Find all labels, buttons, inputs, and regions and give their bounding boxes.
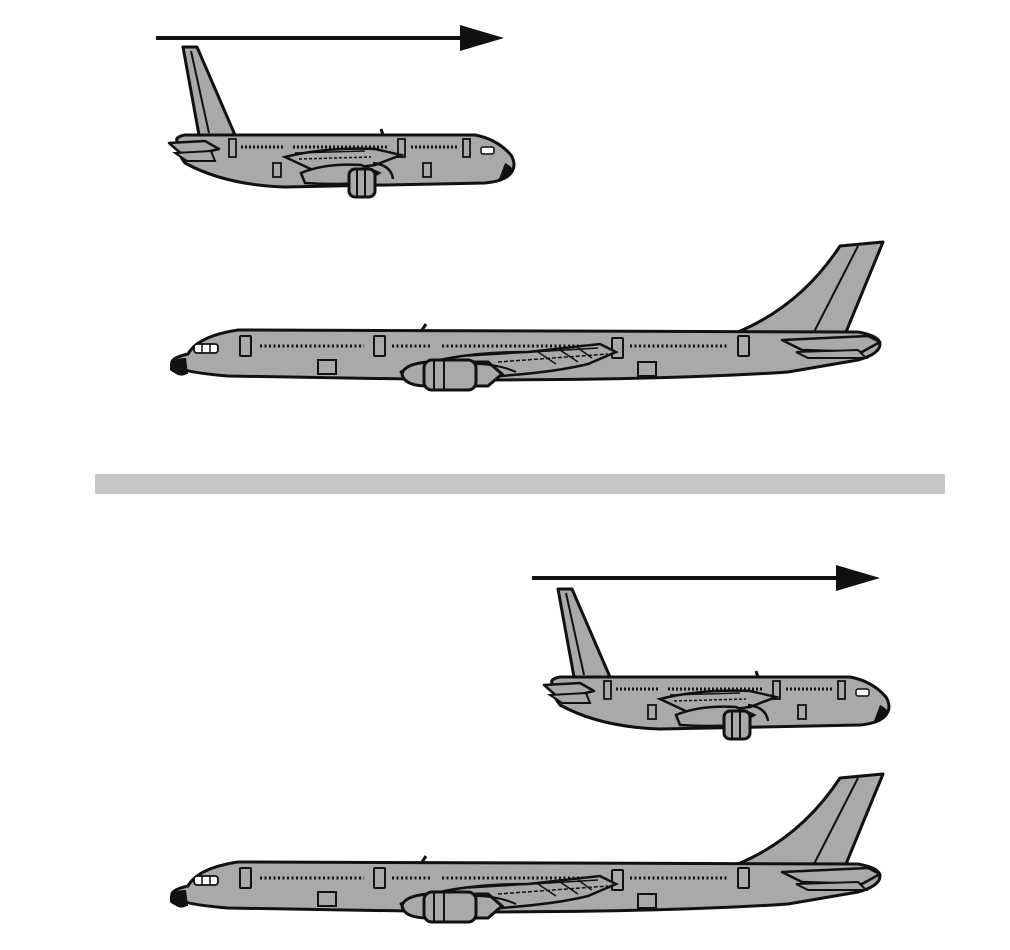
panel-divider (95, 474, 945, 494)
airplane-facing-right-icon (542, 587, 891, 741)
airplane-facing-right-icon (167, 45, 516, 199)
airplane-facing-left-icon (168, 772, 885, 924)
motion-arrow-icon (156, 25, 504, 51)
top-panel (156, 25, 885, 392)
motion-arrow-icon (532, 565, 880, 591)
airplane-facing-left-icon (168, 240, 885, 392)
bottom-panel (168, 565, 891, 924)
